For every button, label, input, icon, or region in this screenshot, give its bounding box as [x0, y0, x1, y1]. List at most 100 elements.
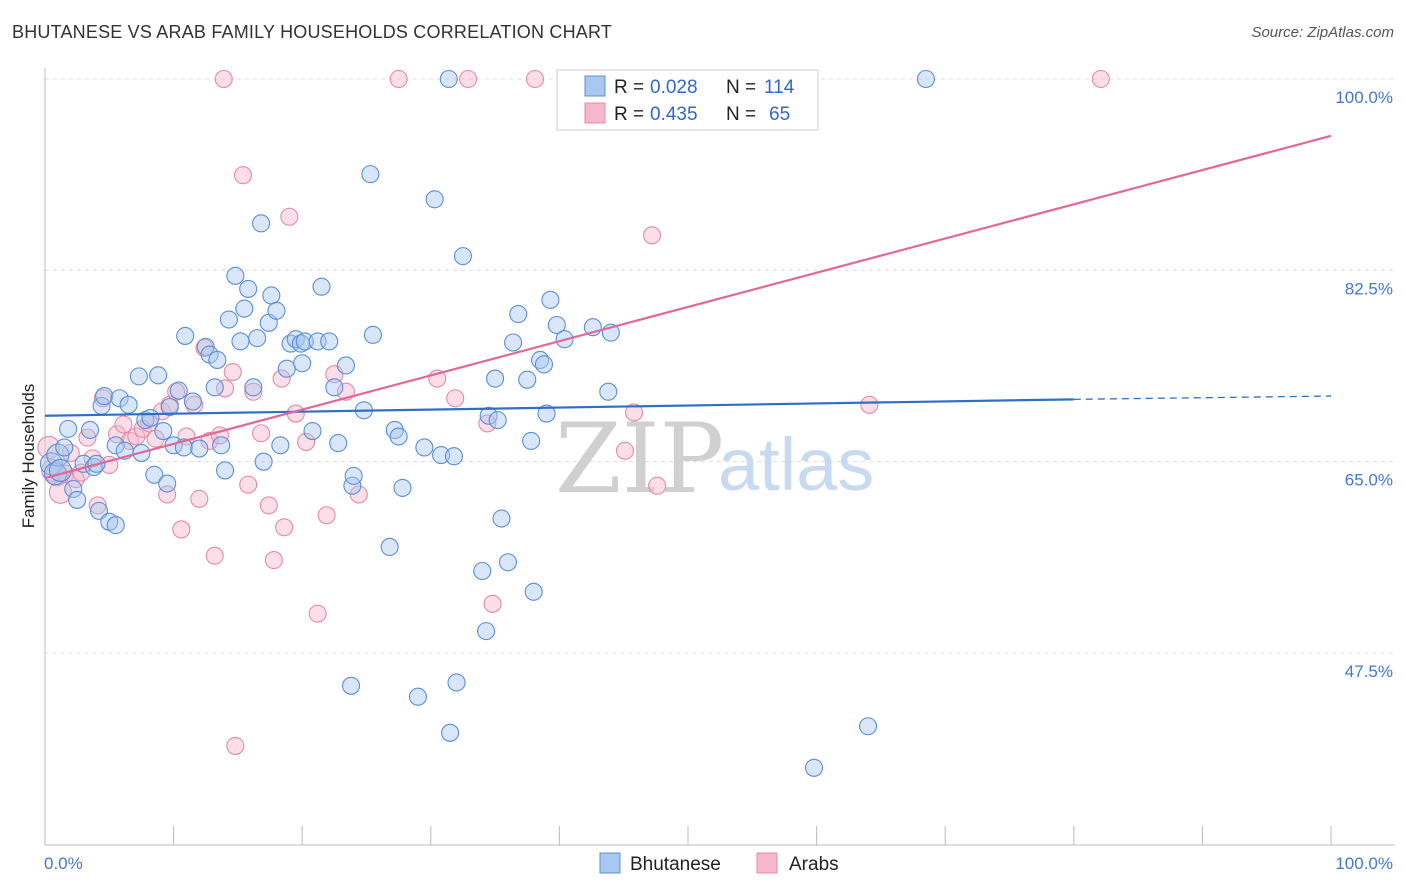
arabs-point [172, 520, 191, 539]
arabs-point [190, 489, 209, 508]
watermark-zip: ZIP [555, 403, 724, 515]
arabs-point [205, 546, 224, 565]
bhutanese-point [363, 325, 382, 344]
bhutanese-point [106, 436, 125, 455]
arabs-point [114, 415, 133, 434]
bhutanese-point [267, 301, 286, 320]
source-note: Source: ZipAtlas.com [1251, 24, 1394, 41]
bhutanese-point [537, 404, 556, 423]
arabs-point [478, 414, 497, 433]
arabs-point [233, 166, 253, 185]
bhutanese-point [320, 332, 339, 351]
legend-stats: R = 0.028 N = 114 R = 0.435 N = 65 [556, 69, 819, 131]
arabs-point [244, 382, 263, 401]
arabs-point [214, 69, 233, 89]
bhutanese-point [488, 411, 507, 430]
bhutanese-point [271, 436, 290, 455]
legend-swatch-arabs [584, 102, 606, 124]
bhutanese-point [916, 69, 935, 89]
legend-n-value-arabs: 65 [769, 104, 790, 125]
bhutanese-point [262, 286, 281, 305]
arabs-point [264, 551, 283, 570]
bhutanese-point [169, 381, 188, 400]
bhutanese-point [425, 190, 444, 209]
arabs-point [308, 604, 327, 623]
arabs-point [226, 736, 245, 755]
arabs-point [88, 496, 107, 515]
arabs-point [389, 69, 408, 89]
bhutanese-point [219, 310, 238, 329]
arabs-point [297, 432, 316, 452]
bhutanese-point [524, 582, 543, 601]
bhutanese-point [343, 476, 362, 495]
bhutanese-point [498, 553, 518, 572]
arabs-point [158, 485, 177, 504]
bhutanese-point [492, 509, 511, 528]
y-tick-label: 47.5% [1345, 662, 1393, 681]
bhutanese-point [312, 277, 331, 296]
y-tick-label: 100.0% [1335, 88, 1393, 107]
legend-n-value-bhutanese: 114 [764, 77, 795, 98]
arabs-point [127, 427, 146, 446]
legend-r-label-arabs: R = [614, 104, 644, 125]
bhutanese-point [226, 266, 245, 285]
arabs-point [483, 594, 502, 613]
bhutanese-point [55, 438, 74, 457]
bhutanese-point [80, 420, 100, 440]
legend-series: Bhutanese Arabs [599, 852, 839, 875]
bhutanese-point [518, 370, 537, 389]
legend-bottom-swatch-arabs [756, 852, 778, 874]
bhutanese-point [129, 367, 148, 386]
arabs-point [648, 476, 667, 495]
arabs-point [624, 403, 644, 422]
bhutanese-trend-line [44, 398, 1074, 417]
bhutanese-point [293, 354, 312, 373]
bhutanese-point [858, 717, 878, 736]
x-tick-label-min: 0.0% [44, 854, 83, 873]
bhutanese-point [329, 434, 348, 453]
arabs-point [615, 441, 635, 460]
bhutanese-point [176, 326, 195, 345]
chart-title: BHUTANESE VS ARAB FAMILY HOUSEHOLDS CORR… [12, 22, 613, 42]
arabs-point [251, 424, 271, 443]
bhutanese-point [393, 478, 412, 497]
bhutanese-point [486, 369, 505, 388]
bhutanese-point [239, 279, 258, 298]
y-axis-title: Family Households [19, 384, 38, 529]
legend-bottom-label-arabs: Arabs [789, 854, 839, 875]
bhutanese-point [160, 397, 179, 417]
arabs-point [642, 226, 662, 245]
bhutanese-point [522, 431, 541, 450]
arabs-point [860, 395, 879, 414]
bhutanese-point [208, 350, 227, 370]
grid [45, 78, 1395, 654]
bhutanese-point [295, 332, 314, 351]
bhutanese-point [183, 392, 202, 411]
bhutanese-point [235, 299, 254, 318]
arabs-point [275, 518, 294, 537]
bhutanese-point [154, 422, 173, 441]
legend-r-label-bhutanese: R = [614, 77, 644, 98]
bhutanese-point [325, 378, 344, 397]
bhutanese-point [479, 406, 498, 425]
legend-r-value-bhutanese: 0.028 [650, 77, 698, 98]
bhutanese-point [534, 355, 554, 374]
arabs-point [459, 69, 478, 89]
arabs-point [525, 69, 545, 89]
bhutanese-point [190, 439, 209, 458]
bhutanese-point [254, 452, 273, 471]
bhutanese-point [509, 305, 528, 324]
bhutanese-point [547, 315, 566, 335]
arabs-point [1091, 69, 1110, 89]
bhutanese-point [95, 387, 114, 406]
x-tick-label-max: 100.0% [1335, 854, 1393, 873]
bhutanese-point [336, 356, 355, 375]
legend-swatch-bhutanese [584, 75, 606, 97]
legend-r-value-arabs: 0.435 [650, 104, 698, 125]
arabs-point [223, 362, 242, 382]
arabs-point [446, 389, 465, 408]
watermark: ZIP atlas [555, 403, 874, 515]
watermark-atlas: atlas [718, 423, 874, 506]
bhutanese-point [68, 490, 87, 509]
